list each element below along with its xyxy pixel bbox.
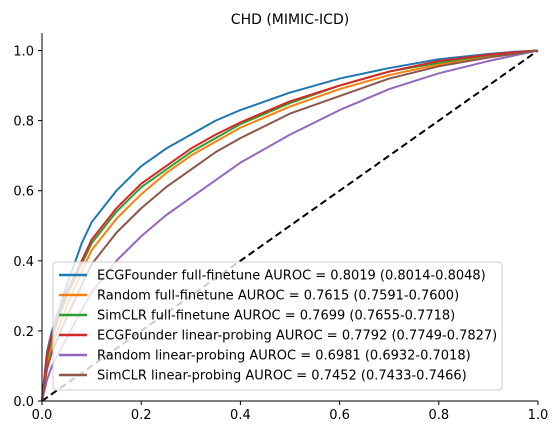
x-tick-label: 0.2 [131,408,152,423]
x-tick-label: 0.4 [230,408,251,423]
x-tick-label: 0.6 [329,408,350,423]
legend-label-2: SimCLR full-finetune AUROC = 0.7699 (0.7… [97,309,455,324]
y-tick-label: 0.8 [13,115,34,130]
legend-box [52,261,503,391]
legend-label-3: ECGFounder linear-probing AUROC = 0.7792… [97,329,497,344]
x-tick-label: 0.8 [428,408,449,423]
y-tick-label: 1.0 [13,45,34,60]
legend-label-0: ECGFounder full-finetune AUROC = 0.8019 … [97,269,486,284]
y-tick-label: 0.0 [13,395,34,410]
axes: 0.0 0.2 0.4 0.6 0.8 1.0 0.0 0.2 0.4 0.6 0.8 1.0 [13,33,548,423]
legend-label-4: Random linear-probing AUROC = 0.6981 (0.… [97,349,471,364]
legend: ECGFounder full-finetune AUROC = 0.8019 … [52,261,503,391]
chart-title: CHD (MIMIC-ICD) [231,12,349,28]
legend-label-1: Random full-finetune AUROC = 0.7615 (0.7… [97,289,459,304]
legend-label-5: SimCLR linear-probing AUROC = 0.7452 (0.… [97,369,467,384]
y-tick-label: 0.6 [13,185,34,200]
y-tick-label: 0.2 [13,325,34,340]
x-tick-label: 1.0 [528,408,549,423]
x-tick-label: 0.0 [32,408,53,423]
y-tick-label: 0.4 [13,255,34,270]
